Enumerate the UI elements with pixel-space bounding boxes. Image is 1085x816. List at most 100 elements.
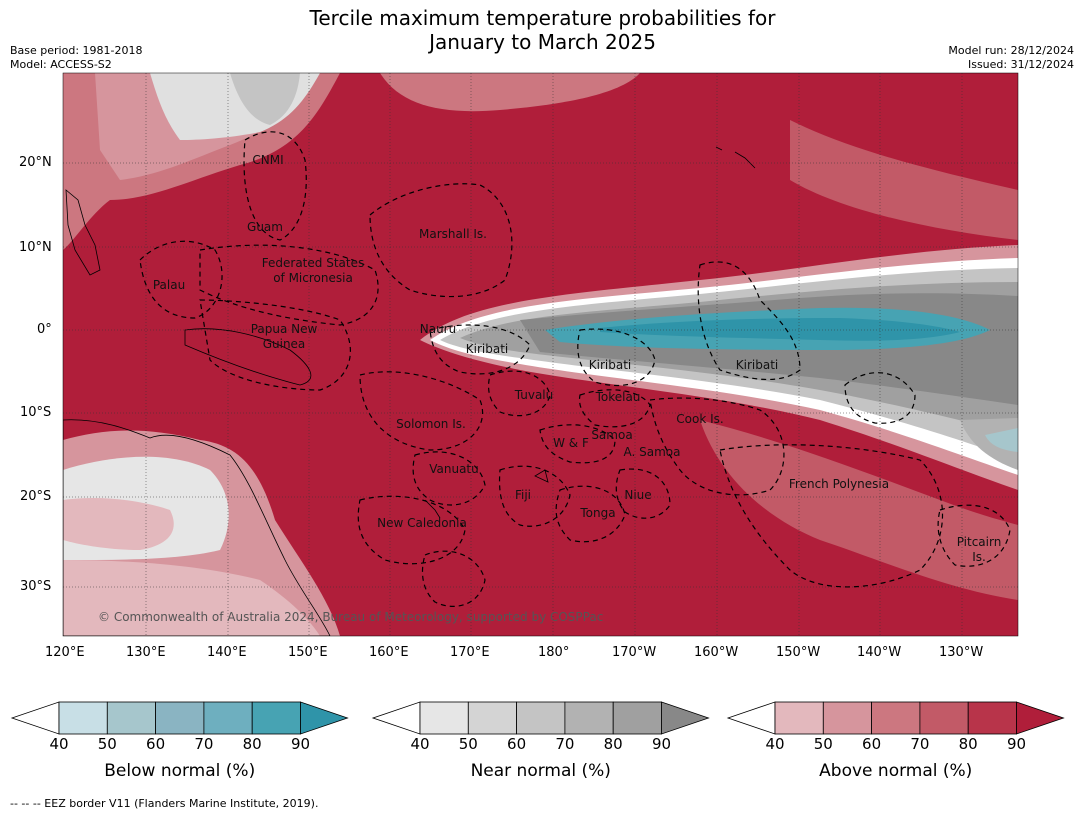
place-labels: CNMI Guam Marshall Is. Federated States … [153,153,1001,564]
fiji-outline [534,469,549,483]
model-name: Model: ACCESS-S2 [10,58,112,71]
place-label: W & F [553,436,589,450]
place-label: Samoa [591,428,632,442]
place-label: Nauru [420,322,456,336]
colorbar-segment [58,701,108,735]
lat-label: 10°S [20,405,52,420]
place-label: A. Samoa [624,445,681,459]
north-plume [380,73,640,112]
colorbar-tick: 90 [290,735,311,753]
place-label: Kiribati [589,358,631,372]
colorbars [10,701,1065,735]
place-label: Palau [153,278,185,292]
png-outline [184,328,312,386]
philippines-outline [65,189,101,276]
place-label: Marshall Is. [419,227,487,241]
footer-note: -- -- -- EEZ border V11 (Flanders Marine… [10,797,319,810]
colorbar-segment [871,701,921,735]
colorbar-segment [822,701,872,735]
place-label: Vanuatu [429,462,479,476]
colorbar-left-arrow [10,701,60,735]
colorbar-tick: 80 [242,735,262,753]
lon-label: 150°E [288,645,328,660]
eq-below-normal-core [600,318,960,341]
lon-label: 130°W [939,645,984,660]
place-label: Kiribati [736,358,778,372]
place-label: Federated States [262,256,364,270]
colorbar-tick: 70 [194,735,214,753]
base-period: Base period: 1981-2018 [10,44,143,57]
map-plot-area: CNMI Guam Marshall Is. Federated States … [63,73,1018,636]
lon-label: 130°E [126,645,166,660]
colorbar-segment [419,701,469,735]
aus-south-pale [63,560,320,636]
colorbar-title: Near normal (%) [470,761,611,781]
place-label: New Caledonia [377,516,467,530]
colorbar-left-arrow [726,701,776,735]
se-below-normal [985,428,1018,452]
lat-label: 30°S [20,579,52,594]
place-label: Niue [624,488,651,502]
colorbar-tick: 40 [765,735,785,753]
hawaii-outline [715,146,756,169]
ne-plume [790,120,1018,240]
lon-label: 170°E [450,645,490,660]
colorbar-segment [564,701,614,735]
colorbar-segment [967,701,1017,735]
australia-outline [63,419,331,636]
colorbar-segment [919,701,969,735]
colorbar-tick: 40 [49,735,69,753]
colorbar-left-arrow [371,701,421,735]
lon-label: 160°W [694,645,739,660]
colorbar-right-arrow [661,701,710,735]
place-label: Solomon Is. [396,417,466,431]
map-frame [62,72,1019,637]
lon-label: 120°E [45,645,85,660]
colorbar-tick: 60 [862,735,882,753]
colorbar-segment [516,701,566,735]
colorbar-tick: 80 [603,735,623,753]
colorbar-segment [106,701,157,735]
model-run: Model run: 28/12/2024 [948,44,1074,57]
copyright-text: © Commonwealth of Australia 2024, Bureau… [98,610,603,624]
se-near-normal [960,418,1018,470]
meta-left: Base period: 1981-2018 Model: ACCESS-S2 [10,44,142,72]
colorbar-tick: 60 [507,735,527,753]
place-label: Kiribati [466,342,508,356]
colorbar-tick: 90 [651,735,672,753]
lat-label: 20°N [19,155,52,170]
colorbar-tick: 70 [910,735,930,753]
lat-label: 10°N [19,240,52,255]
colorbar-tick: 50 [97,735,117,753]
lon-label: 140°E [207,645,247,660]
lon-label: 180° [538,645,570,660]
meta-right: Model run: 28/12/2024 Issued: 31/12/2024 [948,44,1074,72]
place-label: Tonga [579,506,615,520]
issued-date: Issued: 31/12/2024 [967,58,1074,71]
lon-label: 140°W [857,645,902,660]
place-label: French Polynesia [789,477,889,491]
colorbar-segment [467,701,517,735]
place-label: of Micronesia [273,271,353,285]
place-label: Guam [247,220,283,234]
colorbar-segment [774,701,824,735]
colorbar-segment [251,701,301,735]
gridlines [63,73,1018,636]
place-label: Cook Is. [676,412,723,426]
place-label: Fiji [515,488,531,502]
colorbar-tick: 50 [458,735,478,753]
lon-label: 150°W [776,645,821,660]
colorbar-segment [203,701,253,735]
colorbar-right-arrow [300,701,349,735]
colorbar-tick: 60 [146,735,166,753]
title-line-2: January to March 2025 [429,30,656,54]
colorbar-segment [155,701,205,735]
title-line-1: Tercile maximum temperature probabilitie… [309,6,776,30]
colorbar-tick: 50 [813,735,833,753]
place-label: Tokelau [595,390,641,404]
lat-label: 0° [37,322,52,337]
place-label: CNMI [252,153,283,167]
nw-near-normal-dark [230,73,300,125]
colorbar-tick: 90 [1006,735,1027,753]
